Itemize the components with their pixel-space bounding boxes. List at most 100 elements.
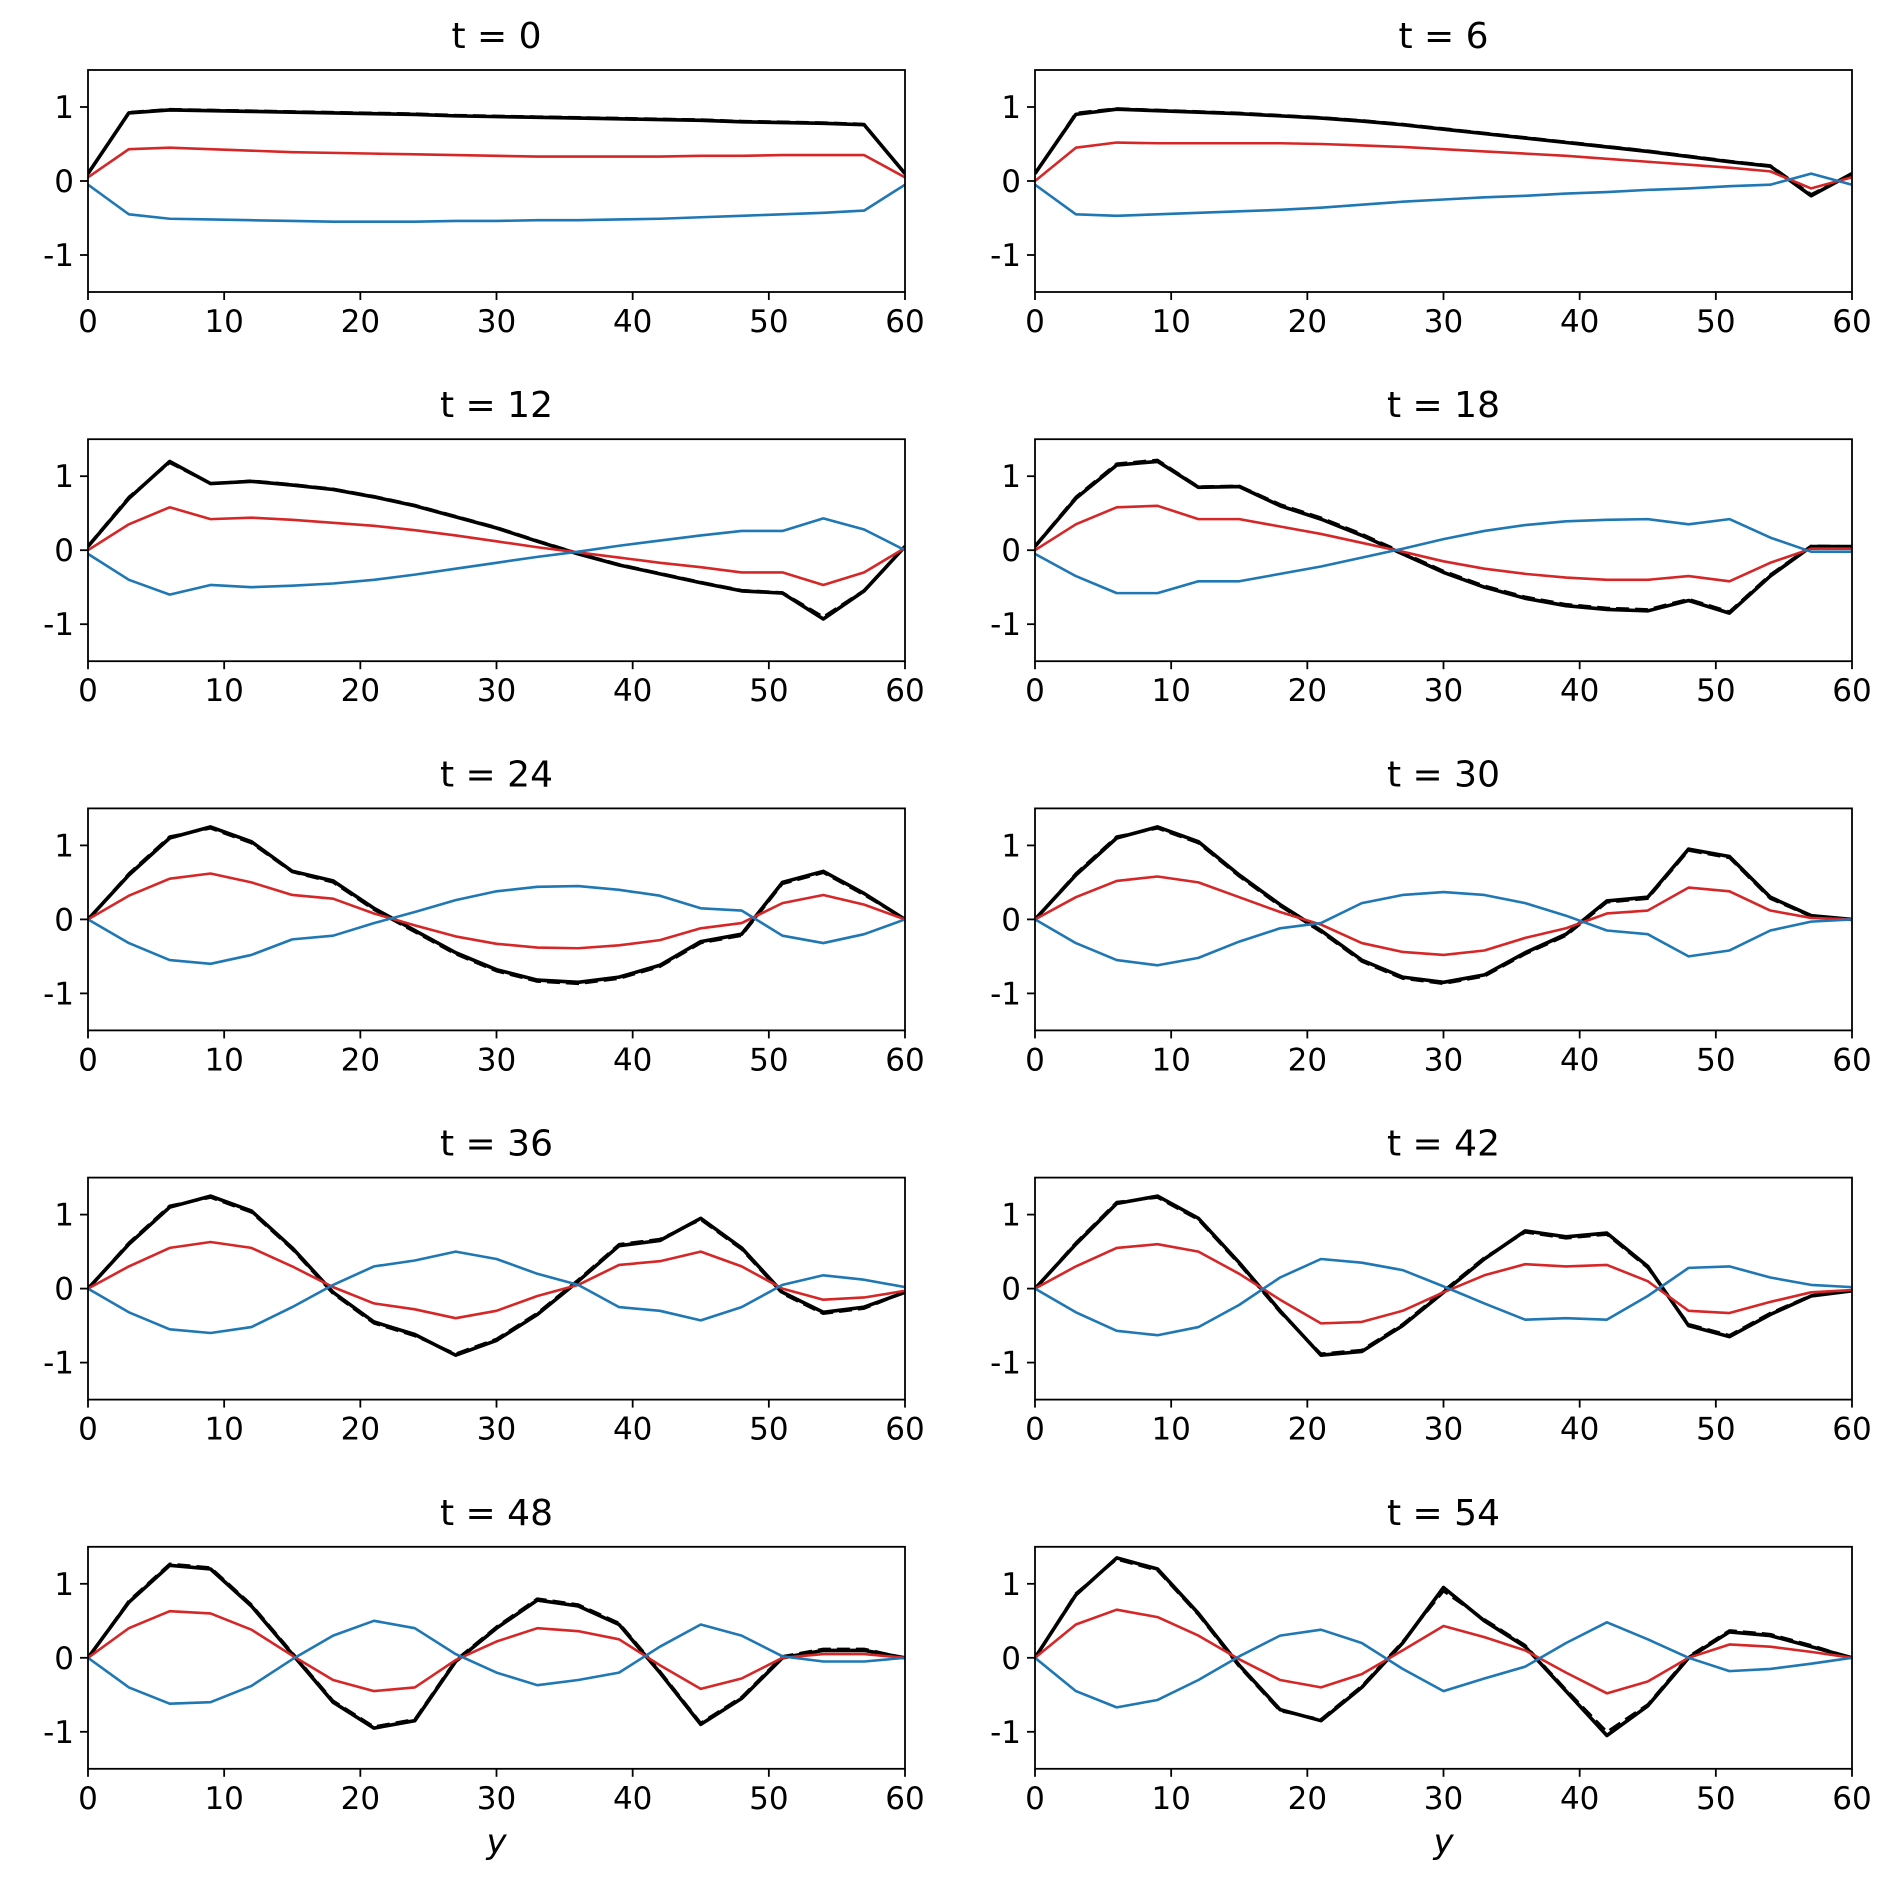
y-tick-label: -1 (43, 976, 74, 1012)
data-line (1035, 1242, 1852, 1325)
x-tick-label: 40 (1560, 304, 1599, 340)
y-tick-label: 1 (1001, 828, 1021, 864)
x-tick-label: 30 (1424, 304, 1463, 340)
plot-area (88, 1194, 905, 1357)
plot-area (1035, 1556, 1852, 1738)
subplot: t = 60 10 20 30 40 50 60-101 (990, 16, 1872, 340)
x-tick-label: 50 (1696, 673, 1735, 709)
subplot: t = 120 10 20 30 40 50 60-101 (43, 385, 925, 709)
subplot-title: t = 48 (440, 1493, 553, 1534)
x-tick-label: 0 (78, 1781, 98, 1817)
x-tick-label: 20 (341, 1042, 380, 1078)
subplot-title: t = 12 (440, 385, 553, 426)
axes-frame (87, 1545, 906, 1770)
axes-frame (87, 69, 906, 293)
y-tick-label: -1 (43, 607, 74, 643)
y-tick-label: 1 (54, 1567, 74, 1603)
data-line (1035, 458, 1852, 613)
y-tick-label: 1 (1001, 90, 1021, 126)
data-line (88, 827, 905, 986)
subplot: t = 300 10 20 30 40 50 60-101 (990, 754, 1872, 1078)
subplot: t = 00 10 20 30 40 50 60-101 (43, 16, 925, 340)
y-tick-label: -1 (990, 1346, 1021, 1382)
y-tick-label: 1 (1001, 1198, 1021, 1234)
axes-frame (87, 807, 906, 1032)
x-tick-label: 40 (613, 1042, 652, 1078)
x-tick-label: 10 (1151, 1412, 1190, 1448)
x-tick-label: 0 (1025, 1781, 1045, 1817)
y-tick-label: 0 (54, 164, 74, 200)
subplot-title: t = 36 (440, 1124, 553, 1165)
subplot-title: t = 18 (1387, 385, 1500, 426)
data-line (88, 183, 905, 223)
data-line (88, 146, 905, 179)
x-tick-label: 60 (885, 304, 924, 340)
x-tick-label: 30 (477, 1781, 516, 1817)
x-tick-label: 0 (1025, 304, 1045, 340)
y-tick-label: 1 (54, 459, 74, 495)
x-tick-label: 40 (613, 673, 652, 709)
data-line (1035, 1196, 1852, 1356)
data-line (1035, 1194, 1852, 1357)
data-line (88, 1619, 905, 1705)
y-tick-label: -1 (990, 238, 1021, 274)
data-line (1035, 107, 1852, 198)
data-line (1035, 107, 1852, 196)
x-tick-label: 40 (613, 1781, 652, 1817)
y-tick-label: 1 (54, 828, 74, 864)
data-line (1035, 890, 1852, 967)
axes-frame (87, 438, 906, 663)
x-tick-label: 50 (749, 1781, 788, 1817)
data-line (88, 1240, 905, 1320)
data-line (1035, 1608, 1852, 1695)
axes-frame (1034, 1545, 1853, 1770)
subplot-title: t = 6 (1398, 16, 1488, 57)
x-tick-label: 0 (1025, 1412, 1045, 1448)
x-tick-label: 40 (613, 304, 652, 340)
y-tick-label: 0 (54, 1272, 74, 1308)
x-tick-label: 10 (204, 304, 243, 340)
data-line (1035, 1257, 1852, 1337)
x-tick-label: 60 (1832, 1781, 1871, 1817)
data-line (88, 461, 905, 619)
y-tick-label: 1 (54, 1198, 74, 1234)
x-tick-label: 0 (78, 673, 98, 709)
x-axis-label: y (485, 1822, 507, 1862)
subplot-title: t = 30 (1387, 754, 1500, 795)
axes-frame (1034, 69, 1853, 293)
y-tick-label: 0 (1001, 902, 1021, 938)
x-tick-label: 30 (477, 1042, 516, 1078)
data-line (1035, 504, 1852, 583)
x-tick-label: 10 (204, 1042, 243, 1078)
subplot: t = 360 10 20 30 40 50 60-101 (43, 1124, 925, 1448)
data-line (88, 1194, 905, 1357)
x-tick-label: 10 (204, 1412, 243, 1448)
x-tick-label: 0 (78, 1042, 98, 1078)
plot-area (1035, 107, 1852, 218)
subplot-title: t = 42 (1387, 1124, 1500, 1165)
x-tick-label: 20 (341, 1781, 380, 1817)
x-tick-label: 20 (1288, 673, 1327, 709)
data-line (88, 517, 905, 596)
x-tick-label: 20 (341, 1412, 380, 1448)
data-line (1035, 459, 1852, 615)
x-tick-label: 50 (1696, 1781, 1735, 1817)
x-tick-label: 0 (78, 1412, 98, 1448)
x-tick-label: 10 (1151, 1042, 1190, 1078)
x-tick-label: 50 (1696, 1042, 1735, 1078)
subplot-title: t = 24 (440, 754, 553, 795)
x-tick-label: 60 (885, 1781, 924, 1817)
data-line (1035, 825, 1852, 985)
x-tick-label: 30 (1424, 1781, 1463, 1817)
y-tick-label: -1 (990, 1715, 1021, 1751)
x-tick-label: 30 (1424, 673, 1463, 709)
x-tick-label: 40 (1560, 1412, 1599, 1448)
x-tick-label: 30 (1424, 1412, 1463, 1448)
y-tick-label: 0 (1001, 1272, 1021, 1308)
plot-area (1035, 825, 1852, 986)
x-tick-label: 40 (1560, 1781, 1599, 1817)
data-line (1035, 141, 1852, 190)
x-tick-label: 20 (341, 304, 380, 340)
x-tick-label: 20 (1288, 1781, 1327, 1817)
